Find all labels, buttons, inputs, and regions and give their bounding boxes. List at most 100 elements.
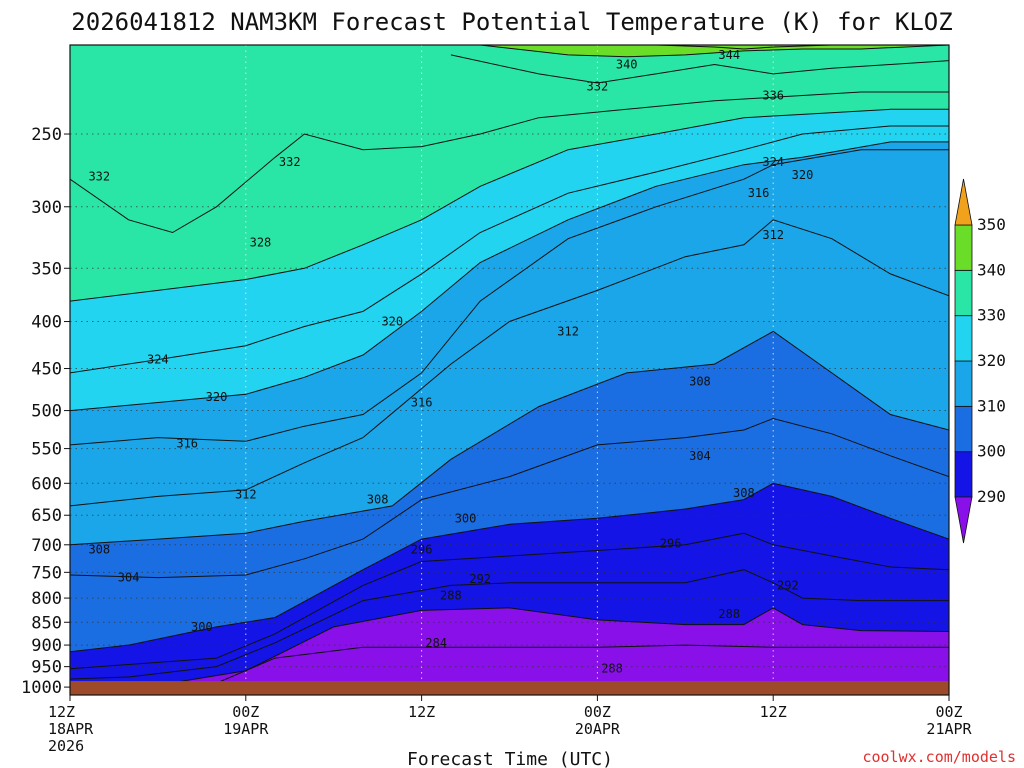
y-axis: 250 300 350 400 450 500 550 600 650 700 750 800 850 9…	[21, 125, 70, 698]
isentrope-336	[450, 54, 949, 84]
colorbar-label: 310	[977, 396, 1006, 415]
colorbar-label: 330	[977, 306, 1006, 325]
y-tick-label: 500	[31, 402, 62, 422]
x-tick-label: 20APR	[575, 720, 621, 738]
contour-label-312: 312	[762, 228, 784, 242]
y-tick-label: 800	[31, 589, 62, 609]
y-tick-label: 350	[31, 259, 62, 279]
colorbar: 290 300 310 320 330 340 350	[954, 178, 1006, 544]
contour-label-308: 308	[367, 493, 389, 507]
contour-label-340: 340	[616, 57, 638, 71]
x-axis-label: Forecast Time (UTC)	[407, 749, 613, 768]
contour-label-344: 344	[718, 48, 740, 62]
colorbar-low-arrow	[954, 496, 973, 544]
contour-label-304: 304	[689, 449, 711, 463]
contour-label-288: 288	[718, 607, 740, 621]
y-tick-label: 950	[31, 658, 62, 678]
colorbar-segment	[954, 360, 973, 407]
y-tick-label: 600	[31, 474, 62, 494]
isentrope-312	[70, 219, 949, 507]
isentrope-328	[70, 108, 949, 302]
contour-label-324: 324	[147, 353, 169, 367]
contour-label-304: 304	[118, 571, 140, 585]
isentrope-340	[480, 45, 949, 58]
isentrope-292	[70, 569, 949, 680]
contour-label-292: 292	[777, 578, 799, 592]
contour-label-320: 320	[206, 390, 228, 404]
x-tick-label: 19APR	[223, 720, 269, 738]
ground-surface	[70, 681, 949, 695]
y-tick-label: 850	[31, 613, 62, 633]
contour-label-332: 332	[587, 80, 609, 94]
contour-label-300: 300	[455, 511, 477, 525]
x-tick-label: 00Z	[232, 703, 259, 721]
x-tick-label: 12Z	[408, 703, 435, 721]
y-tick-label: 300	[31, 198, 62, 218]
theta-bands	[70, 45, 949, 695]
contour-label-328: 328	[250, 235, 272, 249]
contour-label-336: 336	[762, 89, 784, 103]
isentrope-324	[70, 125, 949, 374]
y-tick-label: 700	[31, 536, 62, 556]
isentrope-320	[70, 141, 949, 412]
colorbar-label: 300	[977, 442, 1006, 461]
plot-frame	[69, 44, 950, 696]
x-tick-label: 18APR	[48, 720, 94, 738]
band-332	[70, 45, 949, 233]
contour-label-332: 332	[279, 155, 301, 169]
chart-title: 2026041812 NAM3KM Forecast Potential Tem…	[71, 8, 952, 36]
contour-label-284: 284	[425, 636, 447, 650]
y-tick-label: 250	[31, 125, 62, 145]
colorbar-high-arrow	[954, 178, 973, 226]
isentrope-308	[70, 330, 949, 546]
y-tick-label: 1000	[21, 678, 62, 698]
colorbar-segment	[954, 269, 973, 317]
colorbar-segment	[954, 315, 973, 362]
isentrope-lines	[70, 45, 949, 688]
y-tick-label: 450	[31, 360, 62, 380]
contour-label-320: 320	[792, 168, 814, 182]
x-tick-label: 12Z	[48, 703, 75, 721]
contour-labels: 332 332 328 324 320 316 312 308 304 300 284 288 292 2…	[88, 48, 813, 676]
contour-label-308: 308	[88, 542, 110, 556]
colorbar-segment	[954, 451, 973, 498]
isentrope-288	[70, 607, 949, 688]
colorbar-label: 290	[977, 487, 1006, 506]
x-tick-label: 12Z	[760, 703, 787, 721]
colorbar-segment	[954, 224, 973, 271]
contour-label-308: 308	[689, 375, 711, 389]
contour-label-292: 292	[469, 572, 491, 586]
contour-label-316: 316	[176, 436, 198, 450]
isentrope-300	[70, 482, 949, 653]
y-tick-label: 900	[31, 636, 62, 656]
isentrope-344	[655, 45, 832, 50]
credit-text: coolwx.com/models	[862, 748, 1016, 766]
band-340	[480, 45, 949, 57]
x-tick-label: 21APR	[926, 720, 972, 738]
colorbar-label: 340	[977, 260, 1006, 279]
contour-label-296: 296	[660, 537, 682, 551]
isentrope-332	[70, 91, 949, 234]
x-tick-label: 2026	[48, 737, 84, 755]
contour-label-296: 296	[411, 542, 433, 556]
contour-label-316: 316	[411, 396, 433, 410]
contour-label-288: 288	[601, 662, 623, 676]
colorbar-segment	[954, 405, 973, 453]
y-tick-label: 550	[31, 440, 62, 460]
contour-label-324: 324	[762, 155, 784, 169]
x-tick-label: 00Z	[584, 703, 611, 721]
colorbar-label: 350	[977, 215, 1006, 234]
contour-label-312: 312	[557, 324, 579, 338]
y-tick-label: 400	[31, 313, 62, 333]
contour-label-320: 320	[381, 315, 403, 329]
colorbar-label: 320	[977, 351, 1006, 370]
contour-label-288: 288	[440, 589, 462, 603]
contour-label-332: 332	[88, 169, 110, 183]
contour-label-300: 300	[191, 620, 213, 634]
y-tick-label: 650	[31, 506, 62, 526]
isentrope-304	[70, 417, 949, 579]
isentrope-316	[70, 149, 949, 446]
x-tick-label: 00Z	[935, 703, 962, 721]
